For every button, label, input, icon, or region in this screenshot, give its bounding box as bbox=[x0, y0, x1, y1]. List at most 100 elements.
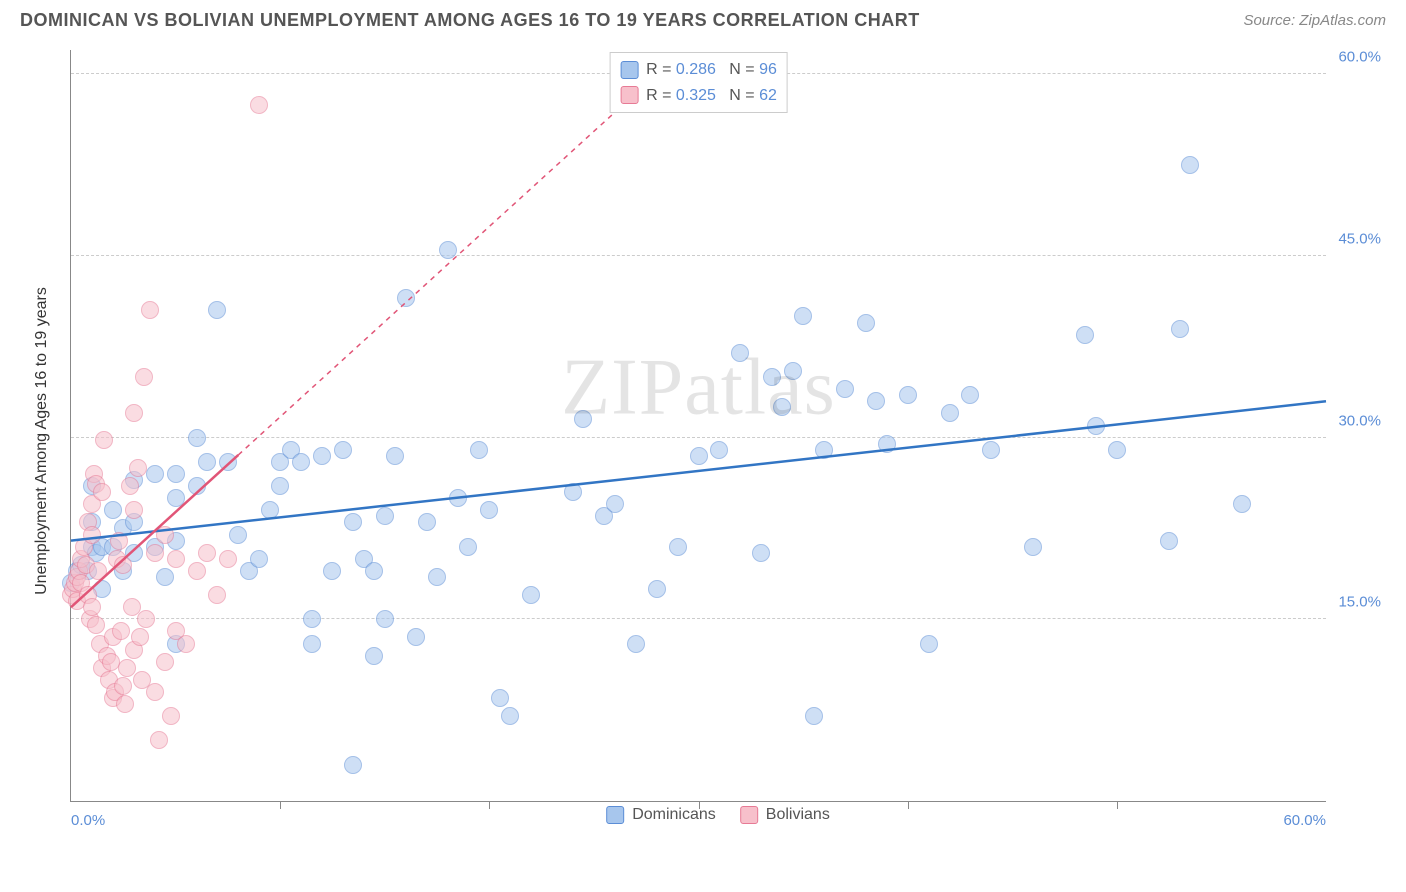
data-point bbox=[95, 431, 113, 449]
data-point bbox=[129, 459, 147, 477]
x-min-label: 0.0% bbox=[71, 812, 105, 829]
data-point bbox=[899, 386, 917, 404]
watermark: ZIPatlas bbox=[561, 342, 836, 433]
chart-source: Source: ZipAtlas.com bbox=[1243, 12, 1386, 29]
data-point bbox=[198, 453, 216, 471]
data-point bbox=[784, 362, 802, 380]
data-point bbox=[470, 441, 488, 459]
chart-container: Unemployment Among Ages 16 to 19 years Z… bbox=[50, 50, 1386, 832]
data-point bbox=[397, 289, 415, 307]
data-point bbox=[606, 495, 624, 513]
data-point bbox=[627, 635, 645, 653]
data-point bbox=[292, 453, 310, 471]
data-point bbox=[146, 465, 164, 483]
stats-row: R = 0.286 N = 96 bbox=[620, 57, 777, 83]
data-point bbox=[428, 568, 446, 586]
x-tick bbox=[489, 801, 490, 809]
stats-text: R = 0.286 N = 96 bbox=[646, 57, 777, 83]
data-point bbox=[836, 380, 854, 398]
data-point bbox=[146, 544, 164, 562]
data-point bbox=[710, 441, 728, 459]
data-point bbox=[1160, 532, 1178, 550]
data-point bbox=[303, 635, 321, 653]
legend-label: Bolivians bbox=[766, 806, 830, 824]
data-point bbox=[162, 707, 180, 725]
data-point bbox=[167, 489, 185, 507]
data-point bbox=[261, 501, 279, 519]
data-point bbox=[773, 398, 791, 416]
data-point bbox=[763, 368, 781, 386]
legend-swatch bbox=[620, 86, 638, 104]
data-point bbox=[135, 368, 153, 386]
y-tick-label: 30.0% bbox=[1338, 412, 1381, 429]
data-point bbox=[208, 301, 226, 319]
data-point bbox=[102, 653, 120, 671]
data-point bbox=[941, 404, 959, 422]
legend-swatch bbox=[620, 61, 638, 79]
data-point bbox=[156, 526, 174, 544]
data-point bbox=[1233, 495, 1251, 513]
data-point bbox=[167, 465, 185, 483]
data-point bbox=[669, 538, 687, 556]
grid-line bbox=[71, 618, 1326, 619]
data-point bbox=[376, 610, 394, 628]
data-point bbox=[114, 556, 132, 574]
data-point bbox=[89, 562, 107, 580]
data-point bbox=[141, 301, 159, 319]
data-point bbox=[125, 501, 143, 519]
data-point bbox=[449, 489, 467, 507]
legend-swatch bbox=[740, 806, 758, 824]
data-point bbox=[878, 435, 896, 453]
data-point bbox=[125, 404, 143, 422]
data-point bbox=[271, 477, 289, 495]
data-point bbox=[648, 580, 666, 598]
x-max-label: 60.0% bbox=[1283, 812, 1326, 829]
data-point bbox=[150, 731, 168, 749]
data-point bbox=[93, 483, 111, 501]
data-point bbox=[250, 550, 268, 568]
data-point bbox=[334, 441, 352, 459]
stats-text: R = 0.325 N = 62 bbox=[646, 83, 777, 109]
data-point bbox=[188, 562, 206, 580]
y-axis-label: Unemployment Among Ages 16 to 19 years bbox=[33, 287, 51, 595]
data-point bbox=[365, 562, 383, 580]
data-point bbox=[114, 677, 132, 695]
data-point bbox=[501, 707, 519, 725]
data-point bbox=[1087, 417, 1105, 435]
data-point bbox=[188, 477, 206, 495]
x-tick bbox=[280, 801, 281, 809]
series-legend: Dominicans Bolivians bbox=[606, 806, 830, 824]
data-point bbox=[121, 477, 139, 495]
data-point bbox=[344, 756, 362, 774]
data-point bbox=[857, 314, 875, 332]
data-point bbox=[459, 538, 477, 556]
data-point bbox=[564, 483, 582, 501]
data-point bbox=[982, 441, 1000, 459]
data-point bbox=[219, 453, 237, 471]
data-point bbox=[156, 653, 174, 671]
legend-label: Dominicans bbox=[632, 806, 716, 824]
data-point bbox=[116, 695, 134, 713]
data-point bbox=[731, 344, 749, 362]
data-point bbox=[1076, 326, 1094, 344]
data-point bbox=[313, 447, 331, 465]
legend-swatch bbox=[606, 806, 624, 824]
data-point bbox=[1108, 441, 1126, 459]
data-point bbox=[167, 550, 185, 568]
data-point bbox=[83, 598, 101, 616]
data-point bbox=[83, 526, 101, 544]
data-point bbox=[439, 241, 457, 259]
data-point bbox=[365, 647, 383, 665]
stats-legend: R = 0.286 N = 96R = 0.325 N = 62 bbox=[609, 52, 788, 113]
data-point bbox=[386, 447, 404, 465]
data-point bbox=[407, 628, 425, 646]
grid-line bbox=[71, 255, 1326, 256]
data-point bbox=[805, 707, 823, 725]
y-tick-label: 15.0% bbox=[1338, 594, 1381, 611]
data-point bbox=[131, 628, 149, 646]
x-tick bbox=[908, 801, 909, 809]
data-point bbox=[219, 550, 237, 568]
data-point bbox=[491, 689, 509, 707]
data-point bbox=[752, 544, 770, 562]
data-point bbox=[303, 610, 321, 628]
